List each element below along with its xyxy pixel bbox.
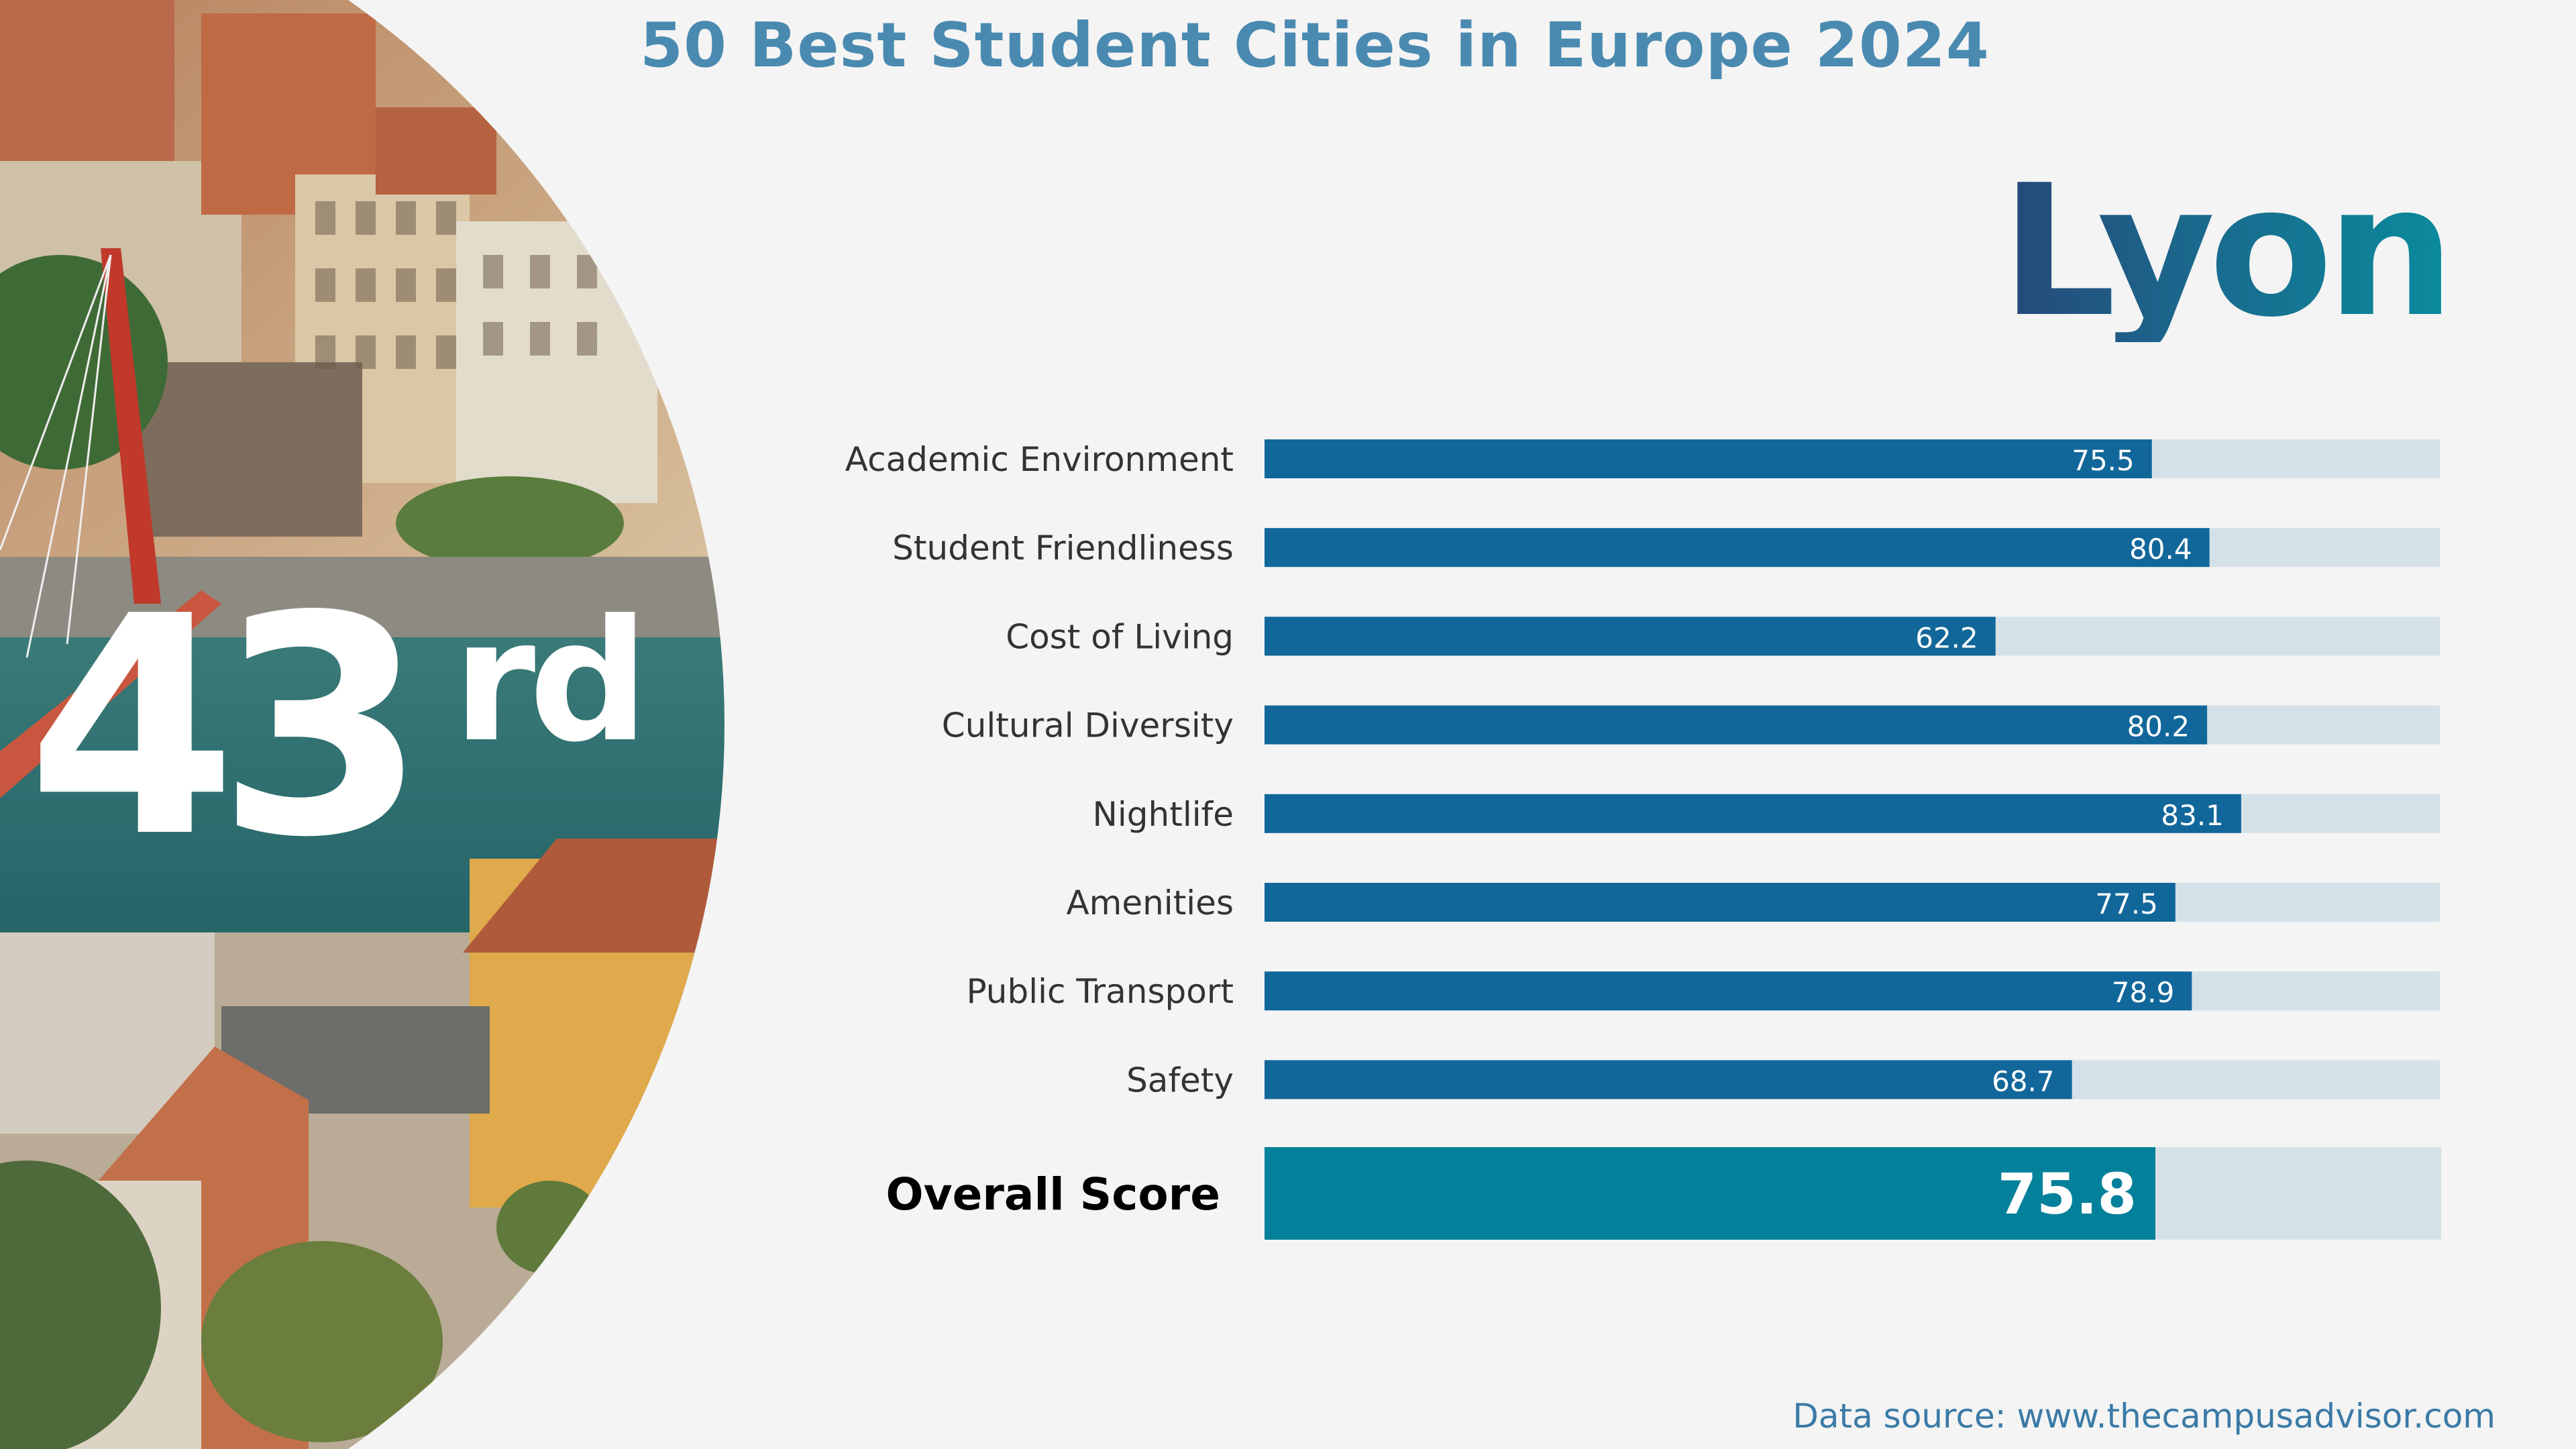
bar [1265, 616, 1996, 656]
value-label: 62.2 [1915, 621, 1978, 654]
value-label: 83.1 [2161, 799, 2224, 832]
bar [1265, 528, 2210, 568]
bar [1265, 971, 2192, 1011]
bar-row: Cultural Diversity 80.2 [942, 705, 2440, 745]
bar [1265, 439, 2152, 478]
bar-row: Cost of Living 62.2 [1006, 616, 2440, 656]
bar-row: Student Friendliness 80.4 [892, 528, 2440, 568]
data-source-prefix: Data source: [1792, 1397, 2006, 1436]
value-label: 68.7 [1992, 1065, 2055, 1097]
overall-label: Overall Score [885, 1169, 1220, 1220]
category-label: Public Transport [967, 972, 1234, 1011]
category-label: Academic Environment [845, 440, 1234, 479]
data-source: Data source: www.thecampusadvisor.com [1792, 1397, 2496, 1436]
chart-title: 50 Best Student Cities in Europe 2024 [640, 9, 1990, 81]
rank: 43 rd [27, 552, 649, 904]
category-label: Amenities [1066, 883, 1234, 922]
category-label: Nightlife [1093, 795, 1234, 834]
bar [1265, 1060, 2072, 1099]
bar-row: Public Transport 78.9 [967, 971, 2440, 1011]
bar [1265, 883, 2176, 922]
value-label: 77.5 [2095, 888, 2158, 920]
bar [1265, 794, 2241, 833]
category-label: Cost of Living [1006, 617, 1234, 656]
bar-row: Nightlife 83.1 [1093, 794, 2440, 834]
overall-bar [1265, 1147, 2156, 1240]
category-label: Cultural Diversity [942, 706, 1234, 745]
bar-row: Academic Environment 75.5 [845, 439, 2440, 479]
value-label: 80.2 [2127, 710, 2190, 743]
overall-row: Overall Score 75.8 [885, 1147, 2441, 1240]
bar [1265, 705, 2208, 745]
rank-number: 43 [27, 552, 407, 904]
value-label: 75.5 [2072, 444, 2135, 477]
city-name: Lyon [2000, 146, 2455, 357]
city-photo: 43 rd [0, 0, 724, 1449]
rank-suffix: rd [453, 584, 642, 779]
bar-row: Safety 68.7 [1126, 1060, 2440, 1099]
category-label: Safety [1126, 1061, 1234, 1099]
bar-row: Amenities 77.5 [1066, 883, 2440, 922]
value-label: 78.9 [2112, 976, 2175, 1009]
value-label: 80.4 [2129, 533, 2192, 566]
overall-value-label: 75.8 [1998, 1161, 2137, 1227]
data-source-url[interactable]: www.thecampusadvisor.com [2017, 1397, 2496, 1436]
category-label: Student Friendliness [892, 529, 1234, 568]
